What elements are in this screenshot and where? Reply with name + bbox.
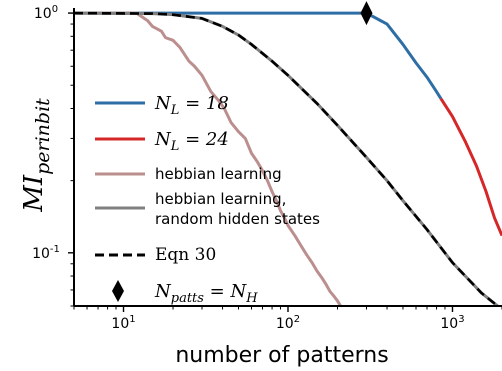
crossover-marker <box>360 1 373 26</box>
legend-label-nl18: NL = 18 <box>154 93 229 118</box>
legend-swatch-diamond <box>112 280 124 302</box>
y-axis-label: MIperinbit <box>19 98 54 213</box>
axes: 101 102 103 100 10-1 <box>32 4 502 332</box>
legend-label-hebb_rand: random hidden states <box>155 210 320 228</box>
series-line-nl24 <box>439 97 502 237</box>
x-axis-label: number of patterns <box>175 343 388 368</box>
legend-label-hebb_rand: hebbian learning, <box>155 190 286 208</box>
series-line-eqn30 <box>74 11 500 306</box>
legend-label-nl24: NL = 24 <box>154 129 229 154</box>
x-tick-label: 102 <box>276 314 300 332</box>
legend-label-marker: Npatts = NH <box>154 281 258 306</box>
series-lines <box>74 11 502 306</box>
series-line-hebb <box>74 11 343 306</box>
x-tick-label: 101 <box>111 314 135 332</box>
legend-label-eqn30: Eqn 30 <box>155 245 216 265</box>
legend: NL = 18 NL = 24 hebbian learning hebbian le… <box>95 93 320 306</box>
y-tick-label: 100 <box>34 4 58 22</box>
y-tick-label: 10-1 <box>32 244 60 262</box>
series-line-hebb_rand <box>74 11 501 306</box>
legend-label-hebb: hebbian learning <box>155 165 282 183</box>
marker-layer <box>360 1 373 26</box>
series-line-nl18 <box>74 11 443 100</box>
x-tick-label: 103 <box>440 314 464 332</box>
